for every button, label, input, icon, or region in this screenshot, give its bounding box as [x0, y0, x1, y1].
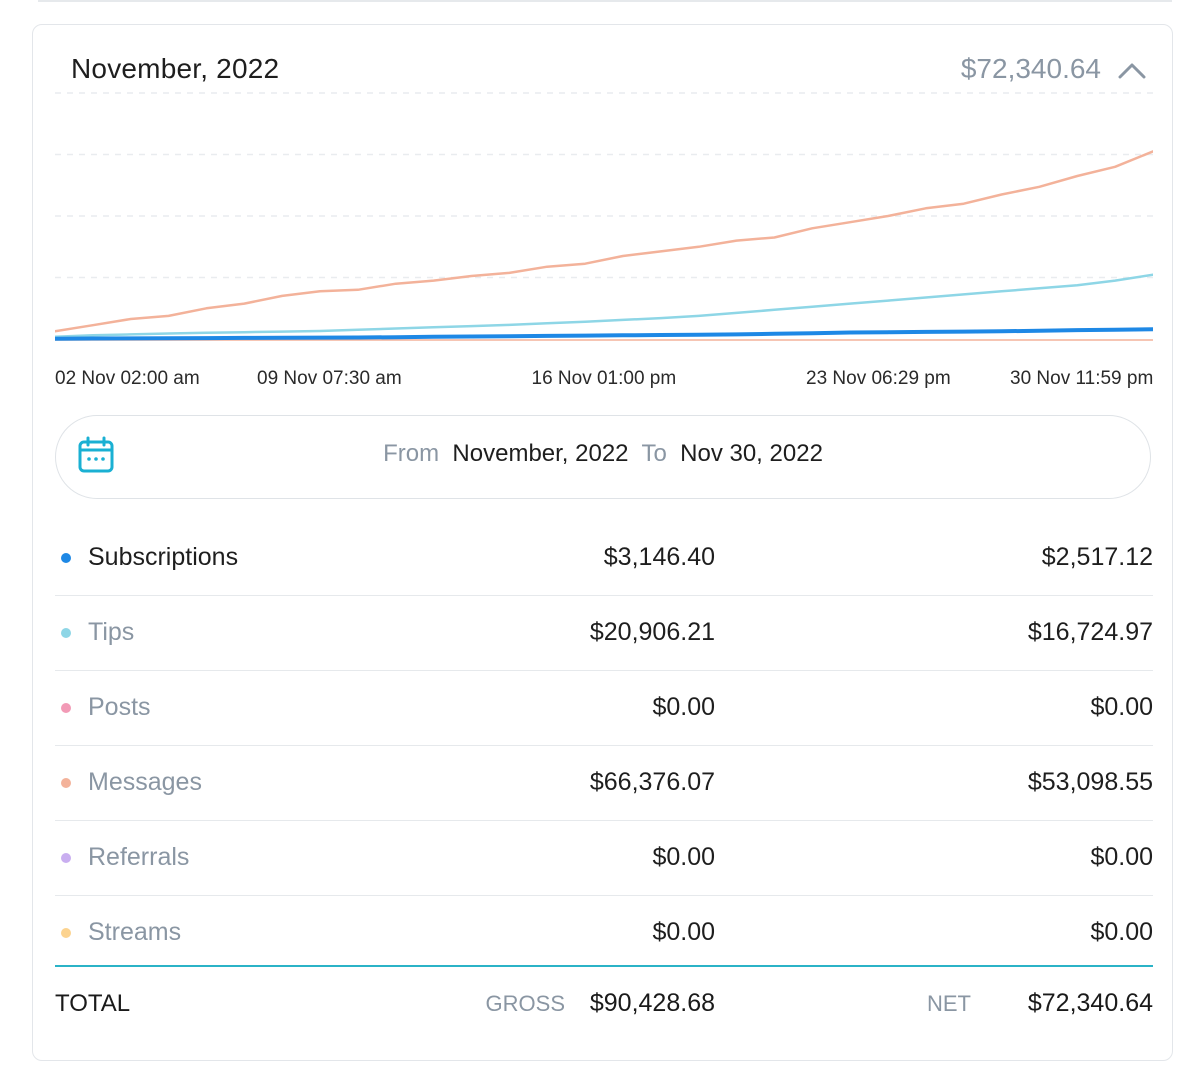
- earnings-row-subscriptions: Subscriptions $3,146.40 $2,517.12: [55, 521, 1153, 596]
- total-gross-value: $90,428.68: [589, 989, 715, 1017]
- earnings-line-chart: [55, 92, 1153, 341]
- earnings-breakdown-list: Subscriptions $3,146.40 $2,517.12 Tips $…: [55, 521, 1153, 970]
- row-gross-value: $0.00: [652, 693, 715, 721]
- messages-dot: [61, 778, 71, 788]
- from-value: November, 2022: [452, 440, 629, 467]
- earnings-row-messages: Messages $66,376.07 $53,098.55: [55, 746, 1153, 821]
- x-tick-label: 02 Nov 02:00 am: [55, 368, 200, 389]
- series-line-subscriptions: [55, 327, 1153, 341]
- subscriptions-dot: [61, 553, 71, 563]
- month-title: November, 2022: [71, 53, 280, 84]
- row-gross-value: $0.00: [652, 918, 715, 946]
- header-total: $72,340.64: [960, 53, 1101, 84]
- series-line-messages: [55, 150, 1153, 333]
- earnings-card: November, 2022 $72,340.64 02 Nov 02:00 a…: [32, 24, 1173, 1061]
- x-tick-label: 23 Nov 06:29 pm: [806, 368, 951, 389]
- x-axis-ticks: 02 Nov 02:00 am 09 Nov 07:30 am 16 Nov 01:…: [55, 368, 1153, 392]
- total-label: TOTAL: [55, 990, 131, 1017]
- series-line-tips: [55, 273, 1153, 339]
- earnings-row-tips: Tips $20,906.21 $16,724.97: [55, 596, 1153, 671]
- row-net-value: $2,517.12: [1041, 543, 1153, 571]
- row-gross-value: $66,376.07: [589, 768, 715, 796]
- date-range-text: From November, 2022 To Nov 30, 2022: [56, 440, 1150, 468]
- row-label: Subscriptions: [88, 543, 239, 571]
- to-value: Nov 30, 2022: [680, 440, 823, 467]
- posts-dot: [61, 703, 71, 713]
- total-divider: [55, 965, 1153, 967]
- row-net-value: $16,724.97: [1027, 618, 1153, 646]
- chevron-up-icon: [1118, 63, 1146, 79]
- x-tick-label: 30 Nov 11:59 pm: [1010, 368, 1154, 389]
- from-label: From: [383, 440, 440, 467]
- net-label: NET: [927, 991, 971, 1016]
- streams-dot: [61, 928, 71, 938]
- referrals-dot: [61, 853, 71, 863]
- row-net-value: $53,098.55: [1027, 768, 1153, 796]
- row-gross-value: $3,146.40: [603, 543, 715, 571]
- row-label: Messages: [88, 768, 202, 796]
- row-net-value: $0.00: [1090, 918, 1153, 946]
- card-header: November, 2022 $72,340.64: [71, 53, 1153, 93]
- x-tick-label: 09 Nov 07:30 am: [257, 368, 402, 389]
- tips-dot: [61, 628, 71, 638]
- total-net-value: $72,340.64: [1027, 989, 1153, 1017]
- top-divider: [38, 0, 1172, 2]
- row-label: Streams: [88, 918, 182, 946]
- row-gross-value: $20,906.21: [589, 618, 715, 646]
- row-label: Posts: [88, 693, 151, 721]
- gross-label: GROSS: [485, 991, 565, 1016]
- to-label: To: [641, 440, 667, 467]
- calendar-icon: [78, 436, 114, 473]
- date-range-picker[interactable]: From November, 2022 To Nov 30, 2022: [55, 415, 1151, 499]
- row-label: Tips: [88, 618, 135, 646]
- row-label: Referrals: [88, 843, 190, 871]
- total-row: TOTAL GROSS $90,428.68 NET $72,340.64: [55, 967, 1153, 1041]
- earnings-row-referrals: Referrals $0.00 $0.00: [55, 821, 1153, 896]
- row-gross-value: $0.00: [652, 843, 715, 871]
- earnings-row-posts: Posts $0.00 $0.00: [55, 671, 1153, 746]
- collapse-button[interactable]: [1115, 55, 1149, 85]
- row-net-value: $0.00: [1090, 693, 1153, 721]
- row-net-value: $0.00: [1090, 843, 1153, 871]
- x-tick-label: 16 Nov 01:00 pm: [531, 368, 677, 389]
- earnings-row-streams: Streams $0.00 $0.00: [55, 896, 1153, 970]
